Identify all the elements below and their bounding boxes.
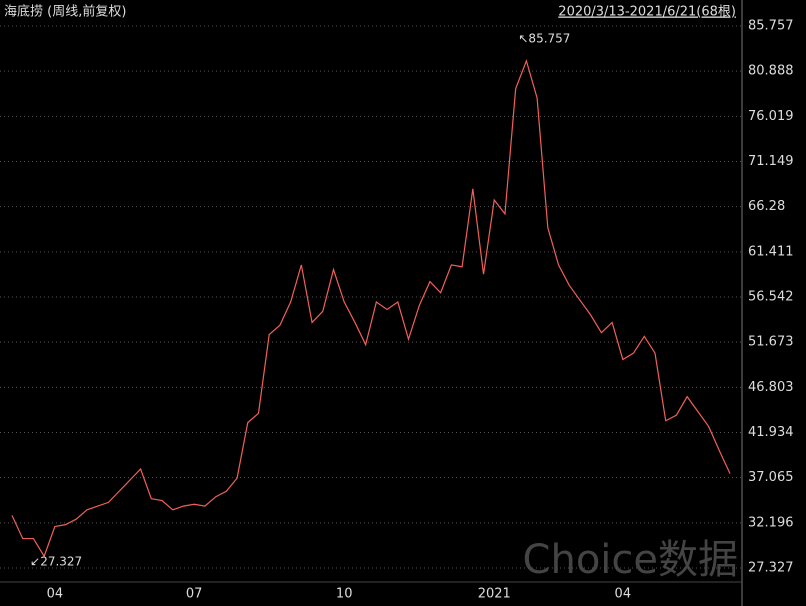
price-line bbox=[11, 58, 731, 558]
x-tick-label: 2021 bbox=[478, 587, 511, 602]
y-tick-label: 61.411 bbox=[748, 244, 794, 259]
y-tick-label: 41.934 bbox=[748, 425, 794, 440]
y-tick-label: 80.888 bbox=[748, 64, 794, 79]
x-tick-label: 07 bbox=[186, 587, 203, 602]
x-tick-label: 10 bbox=[336, 587, 353, 602]
y-tick-label: 46.803 bbox=[748, 380, 794, 395]
watermark: Choice数据 bbox=[523, 537, 738, 583]
y-tick-label: 27.327 bbox=[748, 561, 794, 576]
y-tick-label: 32.196 bbox=[748, 515, 794, 530]
range-label[interactable]: 2020/3/13-2021/6/21(68根) bbox=[558, 5, 736, 20]
y-tick-label: 51.673 bbox=[748, 335, 794, 350]
y-tick-label: 71.149 bbox=[748, 154, 794, 169]
y-tick-label: 56.542 bbox=[748, 290, 794, 305]
x-tick-label: 04 bbox=[615, 587, 632, 602]
x-tick-label: 04 bbox=[47, 587, 64, 602]
chart-title: 海底捞 (周线,前复权) bbox=[4, 4, 126, 20]
y-tick-label: 85.757 bbox=[748, 19, 794, 34]
max-label: ↖85.757 bbox=[518, 31, 570, 45]
min-label: ↙27.327 bbox=[30, 555, 82, 569]
y-tick-label: 37.065 bbox=[748, 470, 794, 485]
y-tick-label: 76.019 bbox=[748, 109, 794, 124]
y-tick-label: 66.28 bbox=[748, 199, 785, 214]
